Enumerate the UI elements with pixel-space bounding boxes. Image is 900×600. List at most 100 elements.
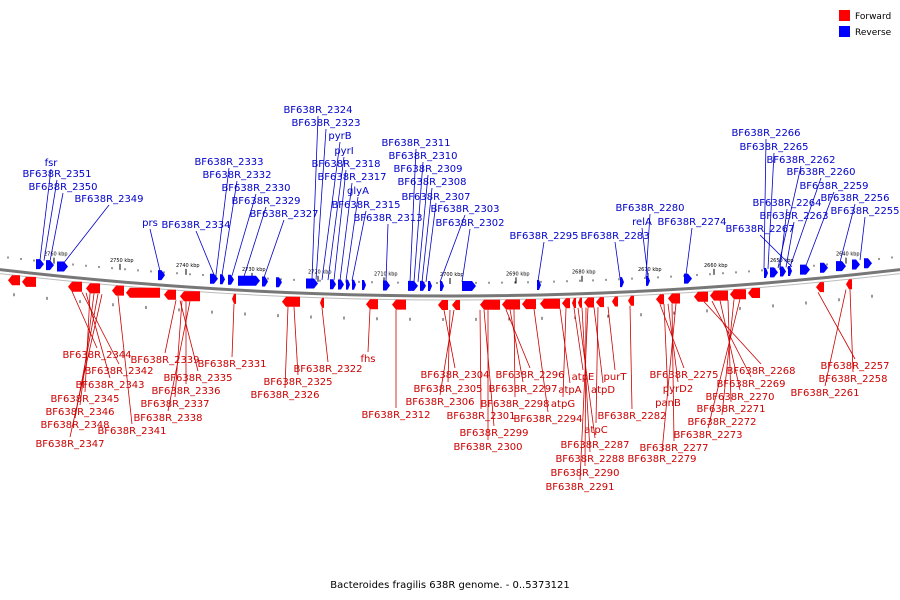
reverse-gene-label: fsr [45, 158, 59, 169]
forward-gene [8, 275, 20, 286]
reverse-gene [408, 280, 418, 291]
reverse-gene-label: BF638R_2262 [766, 155, 835, 166]
label-leader-line [581, 307, 591, 453]
label-leader-line [179, 300, 199, 372]
forward-gene-label: BF638R_2291 [545, 482, 614, 493]
reverse-gene [362, 280, 366, 291]
label-leader-line [263, 219, 285, 278]
genome-backbone [0, 268, 900, 298]
scale-tick-label: 2650 kbp [770, 258, 794, 264]
forward-gene [578, 297, 582, 308]
reverse-gene-label: BF638R_2323 [291, 118, 360, 129]
label-leader-line [345, 196, 359, 281]
forward-gene [86, 283, 100, 294]
forward-gene-label: BF638R_2305 [413, 384, 482, 395]
forward-gene-label: BF638R_2339 [130, 355, 199, 366]
forward-gene-label: BF638R_2342 [84, 366, 153, 377]
scale-tick-label: 2640 kbp [836, 252, 860, 258]
forward-gene-label: BF638R_2275 [649, 370, 718, 381]
forward-gene [282, 296, 300, 307]
forward-gene [816, 282, 824, 293]
reverse-gene-label: prs [142, 218, 158, 229]
forward-gene [452, 299, 460, 310]
forward-gene [628, 295, 634, 306]
reverse-gene-label: BF638R_2302 [435, 218, 504, 229]
forward-gene-label: BF638R_2282 [597, 411, 666, 422]
forward-gene-label: BF638R_2269 [716, 379, 785, 390]
label-leader-line [439, 214, 466, 283]
legend: Forward Reverse [839, 10, 892, 38]
forward-gene-label: BF638R_2299 [459, 428, 528, 439]
forward-gene [480, 299, 500, 310]
forward-gene-label: BF638R_2312 [361, 410, 430, 421]
scale-tick-label: 2730 kbp [242, 267, 266, 273]
forward-gene-label: panB [655, 398, 681, 409]
forward-gene [540, 298, 560, 309]
forward-gene-label: BF638R_2273 [673, 430, 742, 441]
label-leader-line [641, 227, 649, 277]
forward-gene-label: BF638R_2257 [820, 361, 889, 372]
forward-gene-label: BF638R_2290 [550, 468, 619, 479]
label-leader-line [824, 289, 847, 387]
label-leader-line [231, 303, 235, 358]
forward-gene-label: BF638R_2306 [405, 397, 474, 408]
forward-gene-label: BF638R_2336 [151, 386, 220, 397]
forward-gene-label: BF638R_2261 [790, 388, 859, 399]
reverse-gene-label: BF638R_2267 [725, 224, 794, 235]
label-leader-line [164, 300, 177, 354]
reverse-gene [46, 260, 54, 271]
forward-gene-label: BF638R_2345 [50, 394, 119, 405]
reverse-gene-label: BF638R_2283 [580, 231, 649, 242]
label-leader-line [385, 223, 389, 282]
reverse-gene [420, 280, 426, 291]
label-leader-line [707, 298, 741, 429]
label-leader-line [321, 307, 329, 363]
reverse-gene-label: BF638R_2324 [283, 105, 352, 116]
forward-gene [392, 299, 406, 310]
reverse-gene [352, 279, 356, 290]
reverse-gene [57, 261, 68, 272]
reverse-gene-label: relA [632, 217, 652, 228]
reverse-gene-label: BF638R_2310 [388, 151, 457, 162]
label-leader-line [505, 309, 531, 369]
forward-gene-label: BF638R_2294 [513, 414, 582, 425]
forward-gene-label: BF638R_2298 [480, 399, 549, 410]
forward-gene-label: BF638R_2331 [197, 359, 266, 370]
label-leader-line [573, 307, 584, 371]
forward-gene [656, 294, 664, 305]
forward-gene [562, 298, 570, 309]
reverse-gene-label: BF638R_2274 [657, 217, 726, 228]
reverse-gene [764, 267, 768, 278]
forward-gene-label: BF638R_2296 [495, 370, 564, 381]
forward-gene [710, 290, 728, 301]
forward-gene-label: purT [604, 372, 628, 383]
forward-gene-label: BF638R_2270 [705, 392, 774, 403]
genome-caption: Bacteroides fragilis 638R genome. - 0..5… [330, 580, 570, 591]
forward-gene-label: BF638R_2272 [687, 417, 756, 428]
label-leader-line [311, 115, 319, 280]
forward-gene-label: atpA [558, 385, 581, 396]
scale-tick-label: 2700 kbp [440, 272, 464, 278]
label-leader-line [629, 305, 633, 410]
reverse-gene-label: BF638R_2351 [22, 169, 91, 180]
reverse-gene-label: BF638R_2295 [509, 231, 578, 242]
reverse-gene-label: BF638R_2327 [249, 209, 318, 220]
forward-gene-label: pyrD2 [663, 384, 693, 395]
forward-gene-label: BF638R_2326 [250, 390, 319, 401]
forward-gene [522, 299, 536, 310]
reverse-gene [330, 279, 336, 290]
scale-tick-label: 2720 kbp [308, 270, 332, 276]
label-leader-line [509, 309, 524, 383]
label-leader-line [759, 234, 793, 268]
reverse-gene [36, 259, 44, 270]
label-leader-line [174, 300, 183, 398]
label-leader-line [39, 168, 52, 261]
reverse-gene-label: BF638R_2255 [830, 206, 899, 217]
genome-backbone-shadow [0, 273, 900, 301]
forward-gene [502, 299, 520, 310]
label-leader-line [785, 221, 795, 268]
reverse-gene [800, 264, 810, 275]
reverse-gene-label: BF638R_2329 [231, 196, 300, 207]
reverse-gene-label: BF638R_2308 [397, 177, 466, 188]
forward-gene-label: BF638R_2258 [818, 374, 887, 385]
